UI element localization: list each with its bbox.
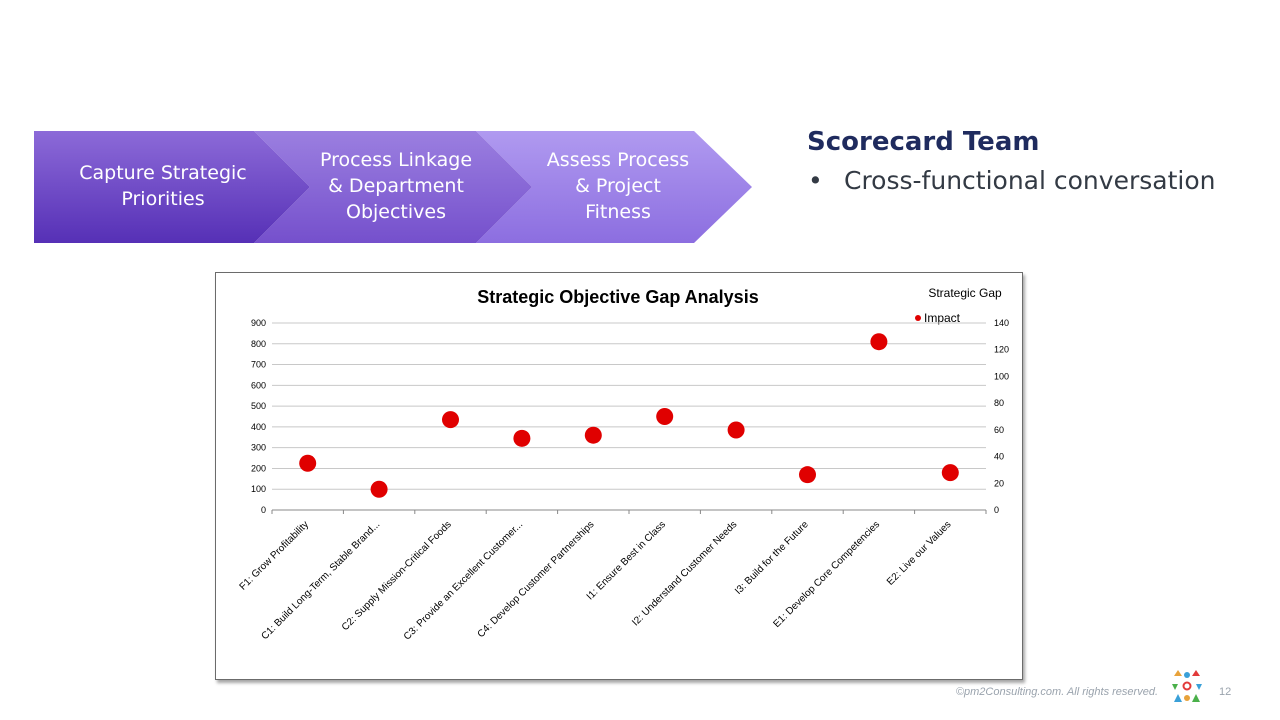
- data-point: [799, 466, 816, 484]
- data-point: [513, 429, 531, 447]
- process-step-2-label: Process Linkage & Department Objectives: [319, 149, 473, 223]
- company-logo-icon: [1172, 670, 1202, 702]
- y-left-tick-label: 0: [261, 505, 266, 515]
- y-right-tick-label: 0: [994, 505, 999, 515]
- y-left-tick-label: 100: [251, 484, 266, 494]
- legend-title: Strategic Gap: [928, 286, 1002, 300]
- y-right-tick-label: 40: [994, 452, 1004, 462]
- y-left-tick-label: 200: [251, 463, 266, 473]
- process-step-1-label: Capture Strategic Priorities: [79, 162, 247, 210]
- y-left-tick-label: 600: [251, 380, 266, 390]
- y-left-tick-label: 800: [251, 339, 266, 349]
- x-category-label: C3: Provide an Excellent Customer...: [402, 519, 525, 642]
- process-step-2-shape: [254, 131, 532, 243]
- data-point: [370, 480, 388, 498]
- data-point: [584, 426, 602, 444]
- y-left-tick-label: 900: [251, 318, 266, 328]
- y-left-tick-label: 400: [251, 422, 266, 432]
- copyright: ©pm2Consulting.com. All rights reserved.: [955, 686, 1158, 698]
- team-title: Scorecard Team: [807, 127, 1040, 157]
- y-right-tick-label: 20: [994, 478, 1004, 488]
- data-point: [656, 408, 674, 425]
- process-step-3-shape: [476, 131, 752, 243]
- data-point: [727, 421, 745, 439]
- chart-title: Strategic Objective Gap Analysis: [477, 287, 758, 307]
- process-flow-shapes: [34, 131, 752, 243]
- y-left-tick-label: 300: [251, 443, 266, 453]
- y-right-tick-label: 120: [994, 345, 1009, 355]
- x-category-label: C4: Develop Customer Partnerships: [476, 519, 597, 640]
- legend-marker: [915, 315, 921, 321]
- process-flow: Capture Strategic Priorities Process Lin…: [34, 131, 754, 244]
- y-left-tick-label: 500: [251, 401, 266, 411]
- x-category-label: F1: Grow Profitability: [238, 519, 311, 592]
- data-point: [299, 454, 317, 472]
- y-right-tick-label: 140: [994, 318, 1009, 328]
- x-category-label: I3: Build for the Future: [733, 519, 811, 597]
- process-step-1-shape: [34, 131, 310, 243]
- chart-canvas: Strategic Objective Gap Analysis Strateg…: [238, 286, 1009, 643]
- x-category-label: E2: Live our Values: [885, 519, 954, 588]
- process-step-3-label: Assess Process & Project Fitness: [546, 149, 690, 223]
- team-bullet: • Cross-functional conversation: [808, 166, 1215, 195]
- y-right-tick-label: 100: [994, 371, 1009, 381]
- y-right-tick-label: 80: [994, 398, 1004, 408]
- data-point: [870, 333, 888, 351]
- bullet-dot: •: [808, 166, 823, 195]
- data-point: [941, 464, 959, 482]
- y-right-tick-label: 60: [994, 425, 1004, 435]
- legend-series-label: Impact: [924, 311, 961, 325]
- team-bullet-text: Cross-functional conversation: [844, 166, 1216, 195]
- x-category-label: I1: Ensure Best in Class: [585, 519, 668, 602]
- data-point: [442, 411, 459, 429]
- y-left-tick-label: 700: [251, 360, 266, 370]
- x-category-label: C1: Build Long-Term, Stable Brand...: [259, 519, 382, 642]
- gap-analysis-chart: Strategic Objective Gap Analysis Strateg…: [215, 272, 1023, 680]
- page-number: 12: [1219, 686, 1232, 698]
